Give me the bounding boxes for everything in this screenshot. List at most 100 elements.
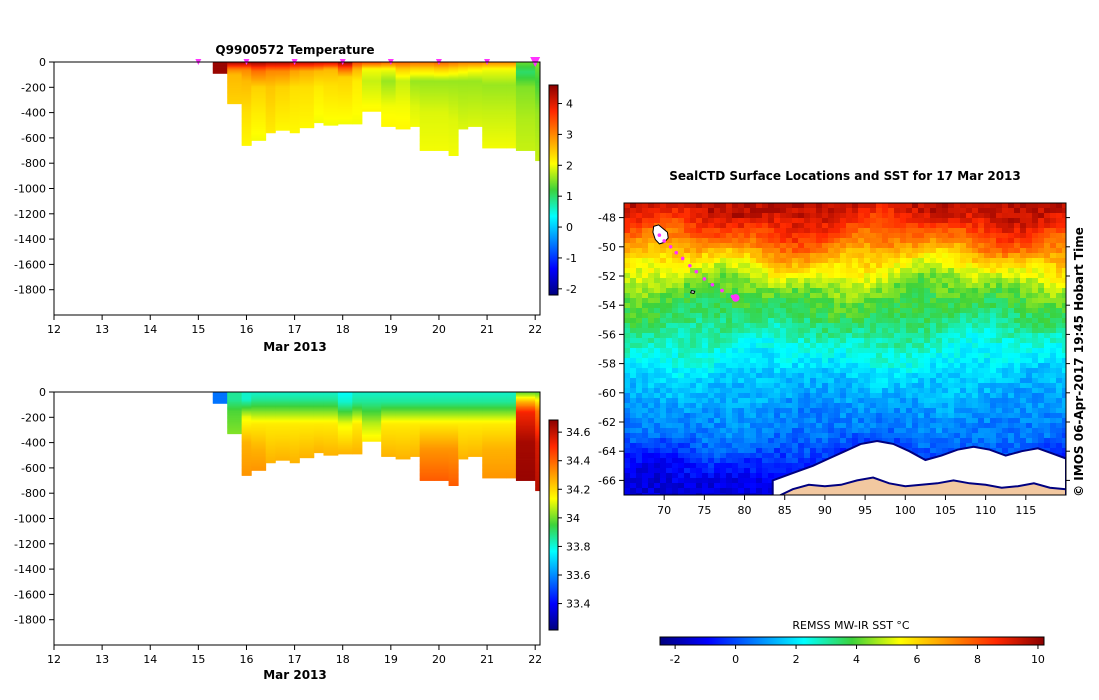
sst-cell [756,268,763,274]
section-cell [241,412,252,414]
section-cell [381,435,397,437]
section-cell [419,64,435,67]
section-cell [313,115,324,117]
sst-cell [882,233,889,239]
sst-cell [702,218,709,224]
section-cell [434,426,449,428]
sst-cell [678,218,685,224]
section-cell [251,63,267,65]
section-cell [289,101,300,103]
sst-cell [750,263,757,269]
sst-cell [912,258,919,264]
section-cell [265,78,276,81]
section-cell [458,426,469,428]
sst-cell [972,208,979,214]
section-cell [434,94,449,97]
sst-cell [810,253,817,259]
sst-cell [852,263,859,269]
sst-cell [1038,293,1045,299]
section-cell [299,418,315,421]
section-cell [381,436,397,438]
section-cell [289,111,300,113]
section-cell [448,148,459,150]
section-cell [212,68,228,70]
sst-cell [798,288,805,294]
section-cell [251,442,267,445]
sst-cell [888,298,895,304]
sst-cell [822,298,829,304]
sst-cell [840,333,847,339]
section-cell [275,113,291,116]
sst-cell [846,318,853,324]
sst-cell [882,298,889,304]
section-cell [448,150,459,153]
section-cell [361,86,382,88]
section-cell [448,433,459,436]
x-tick-label: 16 [239,323,253,336]
section-cell [535,436,541,438]
section-cell [241,142,252,145]
section-cell [434,102,449,105]
section-cell [467,94,483,97]
sst-cell [672,288,679,294]
section-cell [395,445,411,447]
sst-cell [984,263,991,269]
section-cell [352,121,363,124]
section-cell [227,64,243,67]
section-cell [251,88,267,91]
section-cell [241,442,252,445]
sst-cell [726,263,733,269]
section-cell [361,419,382,422]
section-cell [251,394,267,397]
section-cell [241,437,252,440]
sst-cell [1062,263,1066,269]
section-cell [265,427,276,430]
section-cell [241,65,252,68]
section-cell [434,431,449,433]
section-cell [458,393,469,395]
section-cell [323,408,339,411]
section-cell [381,115,397,117]
section-cell [251,136,267,139]
sst-cell [738,278,745,284]
sst-cell [786,293,793,299]
sst-cell [930,323,937,329]
sst-cell [744,203,751,209]
sst-cell [954,243,961,249]
section-cell [265,450,276,452]
section-cell [381,399,397,402]
sst-cell [1008,293,1015,299]
section-cell [434,405,449,408]
sst-cell [834,248,841,254]
section-cell [227,70,243,73]
sst-cell [1026,293,1033,299]
sst-cell [690,223,697,229]
section-cell [381,122,397,125]
section-cell [241,134,252,136]
section-cell [337,118,353,121]
section-cell [265,82,276,84]
section-cell [313,405,324,408]
section-cell [381,422,397,425]
section-cell [448,402,459,404]
sst-cell [744,298,751,304]
section-cell [212,70,228,73]
sst-cell [912,298,919,304]
y-tick-label: -600 [21,462,46,475]
sst-cell [1020,283,1027,289]
sst-cell [666,258,673,264]
section-cell [275,443,291,446]
sst-cell [1032,298,1039,304]
sst-cell [744,328,751,334]
sst-cell [1032,318,1039,324]
sst-cell [996,273,1003,279]
sst-cell [936,233,943,239]
sst-cell [864,268,871,274]
section-cell [251,74,267,77]
sst-cell [762,228,769,234]
section-cell [337,414,353,417]
section-cell [299,92,315,95]
section-cell [467,402,483,404]
sst-cell [840,288,847,294]
colorbar-tick-label: 0 [566,221,573,234]
